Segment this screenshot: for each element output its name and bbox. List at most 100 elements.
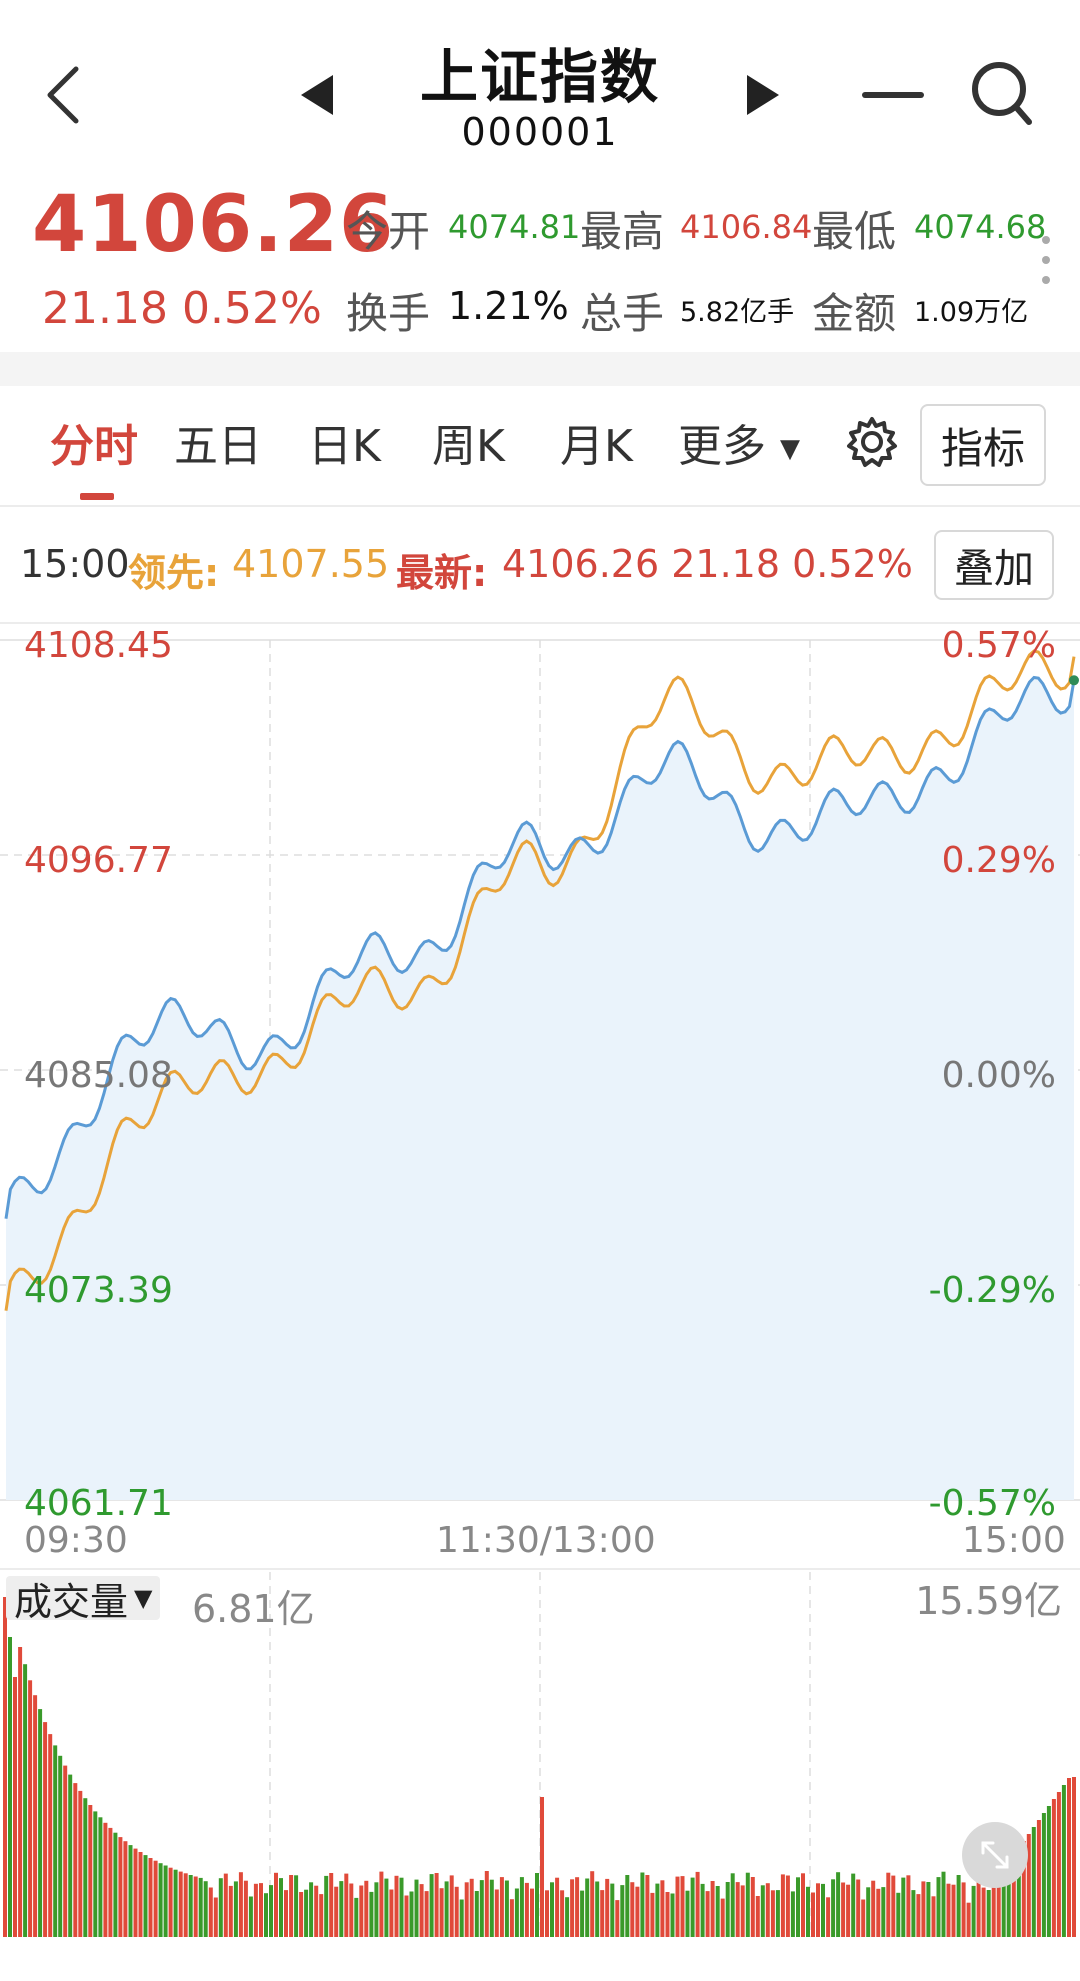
volume-bar (394, 1875, 399, 1937)
volume-label: 总手 (580, 289, 665, 338)
volume-bar (710, 1881, 715, 1937)
volume-bar (730, 1873, 735, 1937)
volume-bar (966, 1902, 971, 1937)
volume-bar (469, 1878, 474, 1937)
volume-bar (775, 1890, 780, 1937)
volume-bar (585, 1878, 590, 1937)
volume-bar (996, 1876, 1001, 1937)
volume-bar (906, 1875, 911, 1937)
volume-bar (580, 1890, 585, 1937)
volume-bar (294, 1875, 299, 1937)
volume-bar (886, 1872, 891, 1937)
page-title: 上证指数 (419, 43, 660, 111)
volume-bar (218, 1878, 223, 1937)
stock-code: 000001 (461, 110, 619, 154)
intraday-chart[interactable] (0, 625, 1080, 1515)
volume-bar (349, 1883, 354, 1937)
price-change: 21.18 0.52% (42, 283, 322, 334)
x-label-close: 15:00 (962, 1520, 1066, 1561)
back-arrow-icon[interactable] (36, 60, 92, 130)
tab-more[interactable]: 更多 ▼ (678, 410, 800, 474)
y-right-label-4: -0.57% (928, 1483, 1056, 1524)
overlay-button[interactable]: 叠加 (934, 530, 1054, 600)
volume-bar (1006, 1862, 1011, 1937)
volume-bar (33, 1695, 38, 1937)
volume-bar (389, 1889, 394, 1937)
volume-bar (535, 1873, 539, 1937)
search-icon[interactable] (966, 56, 1038, 132)
volume-bar (238, 1872, 243, 1937)
turnover-label: 换手 (346, 289, 431, 338)
volume-bar (891, 1875, 896, 1937)
volume-bar (981, 1887, 986, 1937)
tab-intraday[interactable]: 分时 (50, 421, 138, 472)
volume-bar (635, 1886, 640, 1937)
prev-triangle-icon[interactable] (292, 70, 342, 120)
latest-value: 4106.26 21.18 0.52% (502, 542, 913, 586)
lead-value: 4107.55 (232, 542, 390, 586)
tab-daily-k[interactable]: 日K (308, 421, 381, 472)
indicator-button[interactable]: 指标 (920, 404, 1046, 486)
volume-current: 6.81亿 (192, 1587, 315, 1631)
volume-bar (198, 1877, 203, 1937)
volume-bar (645, 1875, 650, 1937)
volume-bar (665, 1892, 670, 1937)
volume-bar (1026, 1834, 1031, 1937)
volume-bar (18, 1647, 23, 1937)
volume-bar (259, 1883, 263, 1937)
volume-bar (213, 1897, 218, 1937)
volume-bar (695, 1871, 700, 1937)
volume-bar (284, 1890, 288, 1937)
volume-bar (715, 1886, 720, 1937)
volume-bar (856, 1879, 861, 1937)
volume-bar (404, 1895, 409, 1937)
volume-bar (208, 1887, 213, 1937)
volume-bar (1051, 1799, 1056, 1937)
volume-bar (600, 1890, 605, 1937)
volume-bar (269, 1885, 273, 1937)
amount-label: 金额 (812, 289, 897, 338)
volume-bar (344, 1873, 349, 1937)
volume-bar (826, 1897, 831, 1937)
volume-bar (1061, 1785, 1066, 1937)
volume-bar (991, 1883, 996, 1937)
y-left-label-1: 4096.77 (24, 840, 173, 881)
volume-bar (770, 1890, 775, 1937)
volume-bar (550, 1882, 554, 1937)
volume-bar (289, 1875, 294, 1937)
volume-bar (1016, 1848, 1021, 1937)
high-label: 最高 (580, 207, 665, 256)
volume-bar (314, 1885, 319, 1937)
expand-icon[interactable] (962, 1822, 1028, 1888)
volume-bar (851, 1873, 856, 1937)
volume-bar (88, 1805, 93, 1937)
volume-bar (63, 1765, 68, 1937)
volume-bar (615, 1900, 620, 1937)
volume-bar (93, 1811, 98, 1937)
volume-bar (720, 1898, 725, 1937)
volume-bar (98, 1817, 103, 1937)
volume-bar (459, 1899, 464, 1937)
volume-chart[interactable] (0, 1572, 1080, 1942)
tab-five-day[interactable]: 五日 (174, 421, 262, 472)
volume-bar (545, 1890, 549, 1937)
volume-bar (971, 1885, 976, 1937)
volume-bar (1067, 1778, 1071, 1937)
tab-weekly-k[interactable]: 周K (432, 421, 505, 472)
volume-selector[interactable]: 成交量 ▼ (6, 1576, 161, 1624)
gear-icon[interactable] (844, 414, 900, 470)
volume-bar (780, 1874, 785, 1937)
chart-top-divider (0, 622, 1080, 624)
volume-bar (1036, 1820, 1041, 1937)
volume-bar (951, 1884, 956, 1937)
volume-bar (570, 1879, 575, 1937)
volume-bar (309, 1882, 314, 1937)
more-dots-icon[interactable] (1038, 232, 1054, 292)
tab-monthly-k[interactable]: 月K (560, 421, 633, 472)
volume-bar (168, 1867, 173, 1937)
volume-bar (424, 1891, 429, 1937)
minus-icon[interactable] (860, 70, 926, 120)
volume-bar (449, 1875, 454, 1937)
volume-bar (514, 1888, 519, 1937)
next-triangle-icon[interactable] (738, 70, 788, 120)
